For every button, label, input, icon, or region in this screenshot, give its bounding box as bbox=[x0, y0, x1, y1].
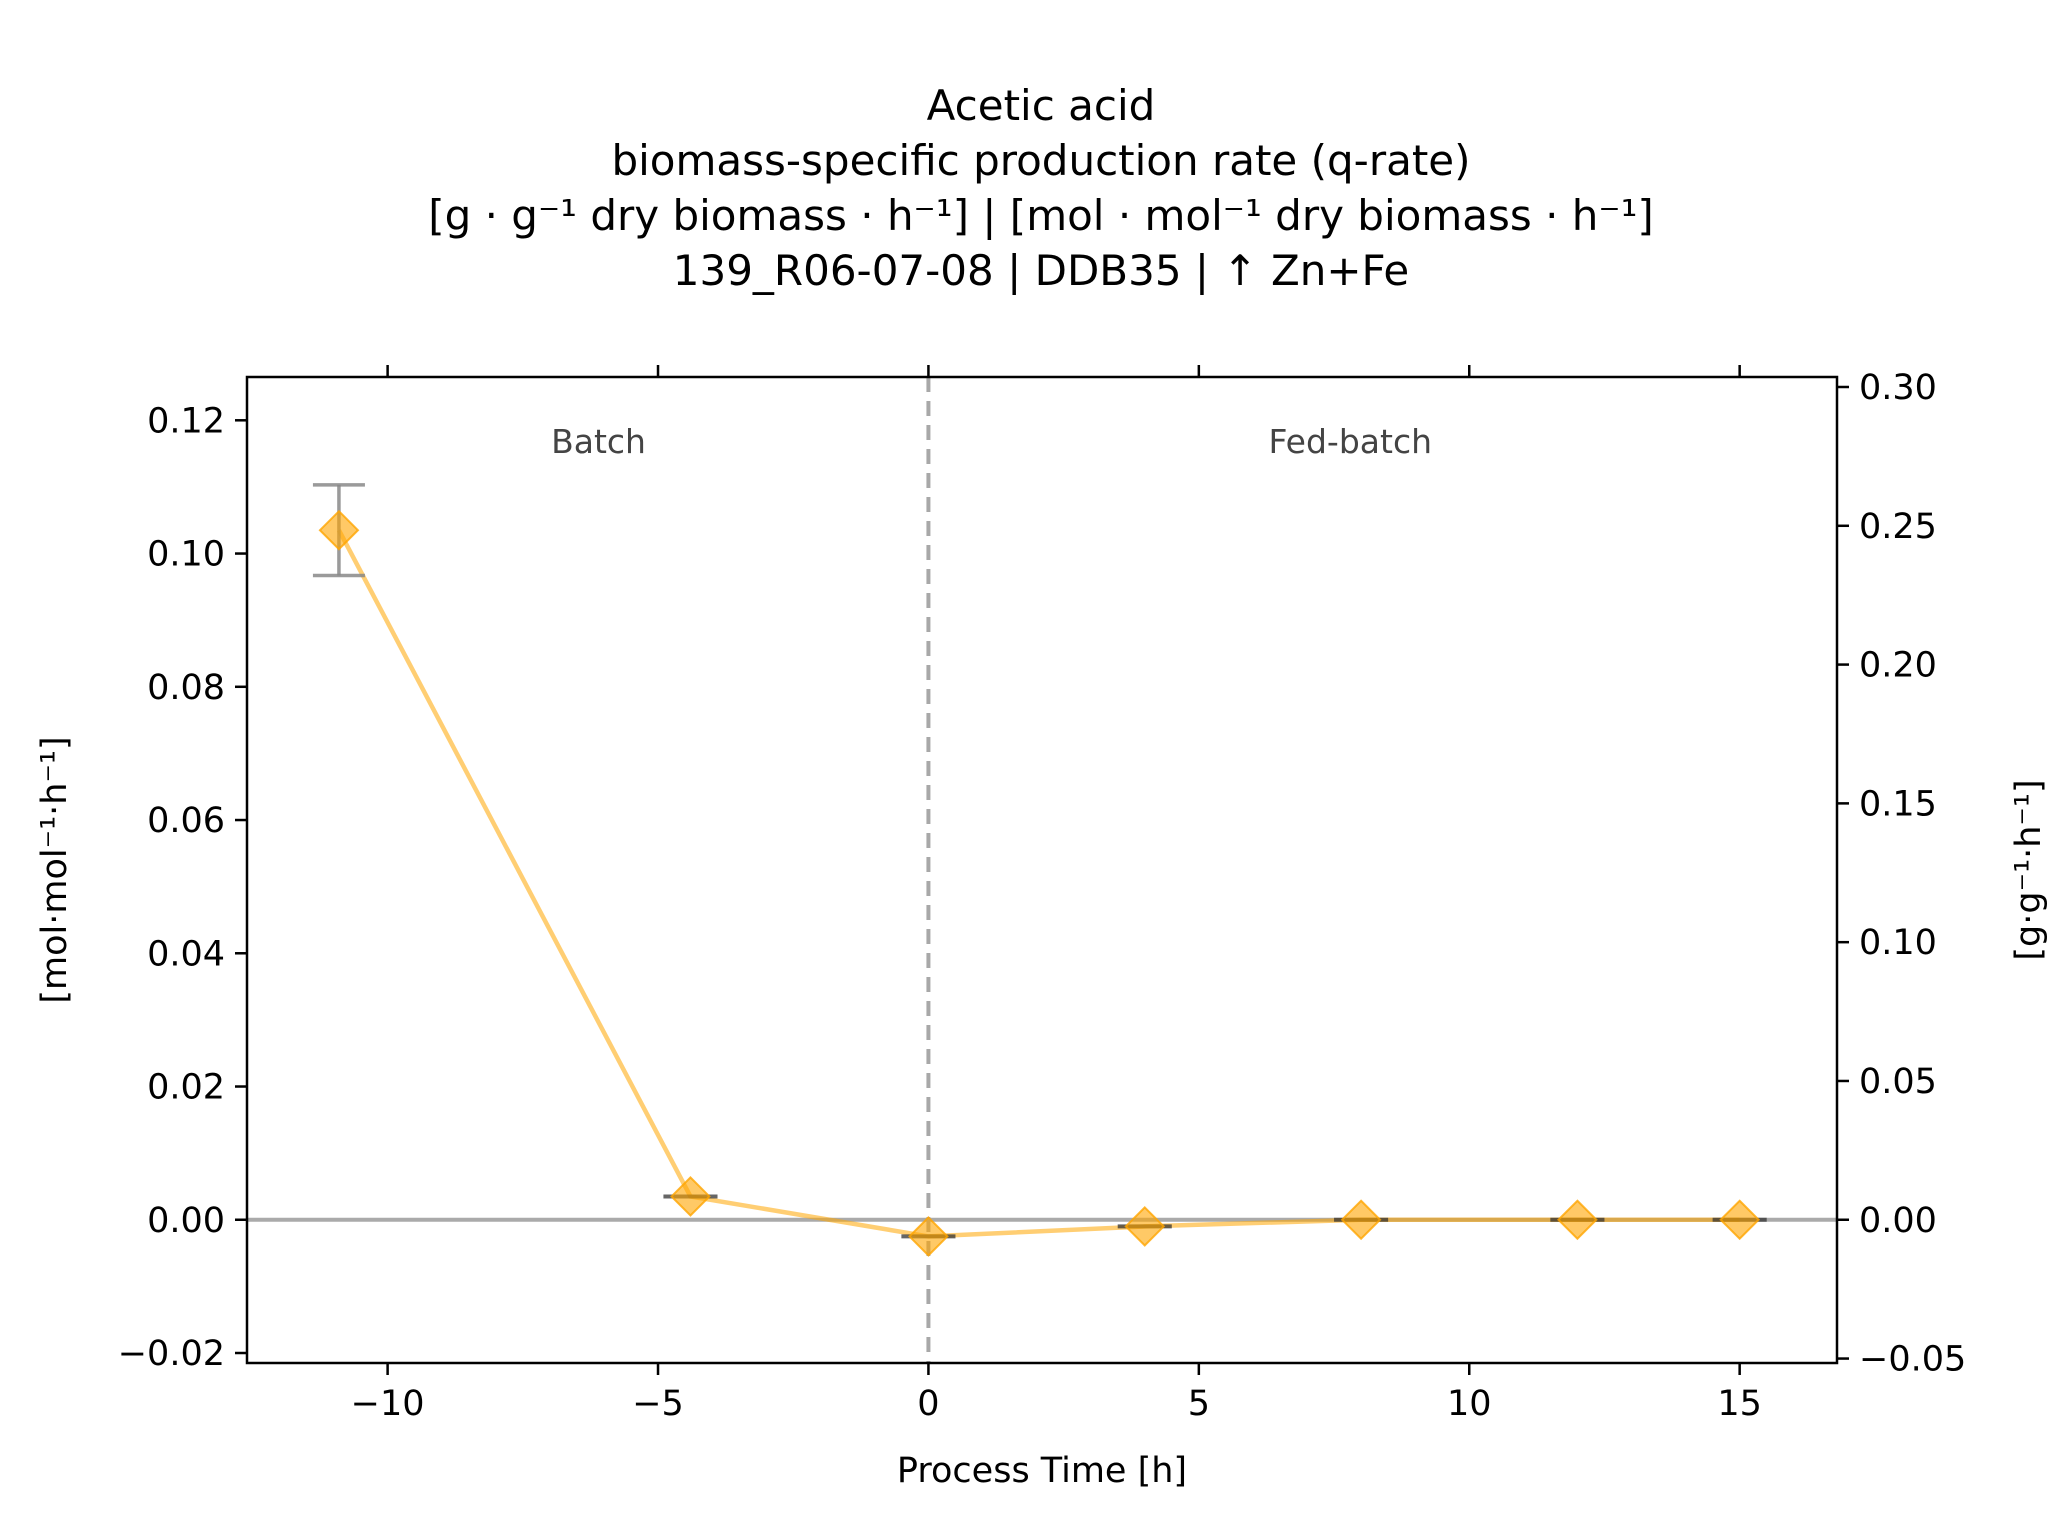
y-left-tick-label: 0.10 bbox=[147, 535, 225, 575]
y-right-tick-label: 0.00 bbox=[1859, 1201, 1937, 1241]
y-right-tick-label: 0.15 bbox=[1859, 784, 1937, 824]
plot-area: Batch Fed-batch bbox=[245, 375, 1839, 1365]
plot-frame bbox=[245, 375, 1839, 1365]
y-axis-left-label: [mol·mol⁻¹·h⁻¹] bbox=[35, 736, 75, 1003]
x-tick-label: 5 bbox=[1188, 1384, 1210, 1424]
y-left-tick-label: 0.04 bbox=[147, 934, 225, 974]
y-right-tick-label: 0.05 bbox=[1859, 1062, 1937, 1102]
data-point bbox=[908, 1216, 949, 1257]
y-axis-right-label: [g·g⁻¹·h⁻¹] bbox=[2009, 779, 2049, 960]
y-left-tick-label: 0.12 bbox=[147, 401, 225, 441]
data-point bbox=[1556, 1199, 1598, 1241]
series-line bbox=[336, 529, 1740, 1239]
x-tick-label: −5 bbox=[632, 1384, 684, 1424]
phase-label: Fed-batch bbox=[1269, 422, 1433, 461]
data-point bbox=[1124, 1206, 1166, 1247]
data-point bbox=[1719, 1199, 1761, 1241]
y-left-tick-label: 0.00 bbox=[147, 1201, 225, 1241]
x-axis: −10 −5 0 5 10 15 bbox=[351, 365, 1762, 1424]
x-tick-label: 10 bbox=[1447, 1384, 1492, 1424]
y-left-tick-label: 0.06 bbox=[147, 801, 225, 841]
x-tick-label: 15 bbox=[1717, 1384, 1762, 1424]
chart-title: Acetic acid biomass-specific production r… bbox=[428, 81, 1654, 295]
y-right-tick-label: 0.30 bbox=[1859, 368, 1937, 408]
title-line: [g · g⁻¹ dry biomass · h⁻¹] | [mol · mol… bbox=[428, 191, 1654, 240]
data-point bbox=[318, 509, 360, 551]
title-line: biomass-specific production rate (q-rate… bbox=[611, 136, 1470, 185]
title-line: Acetic acid bbox=[927, 81, 1156, 130]
y-axis-right: −0.05 0.00 0.05 0.10 0.15 0.20 0.25 0.30 bbox=[1837, 368, 1966, 1380]
x-axis-label: Process Time [h] bbox=[897, 1451, 1187, 1491]
x-tick-label: 0 bbox=[917, 1384, 939, 1424]
title-line: 139_R06-07-08 | DDB35 | ↑ Zn+Fe bbox=[673, 246, 1409, 295]
data-point bbox=[670, 1176, 711, 1217]
y-left-tick-label: −0.02 bbox=[118, 1334, 225, 1374]
y-axis-left: −0.02 0.00 0.02 0.04 0.06 0.08 0.10 0.12 bbox=[118, 401, 247, 1374]
x-tick-label: −10 bbox=[351, 1384, 425, 1424]
data-point bbox=[1340, 1199, 1382, 1241]
phase-label: Batch bbox=[551, 422, 646, 461]
y-left-tick-label: 0.02 bbox=[147, 1068, 225, 1108]
y-right-tick-label: 0.25 bbox=[1859, 507, 1937, 547]
y-right-tick-label: 0.10 bbox=[1859, 923, 1937, 963]
y-right-tick-label: −0.05 bbox=[1859, 1340, 1966, 1380]
y-left-tick-label: 0.08 bbox=[147, 668, 225, 708]
y-right-tick-label: 0.20 bbox=[1859, 646, 1937, 686]
